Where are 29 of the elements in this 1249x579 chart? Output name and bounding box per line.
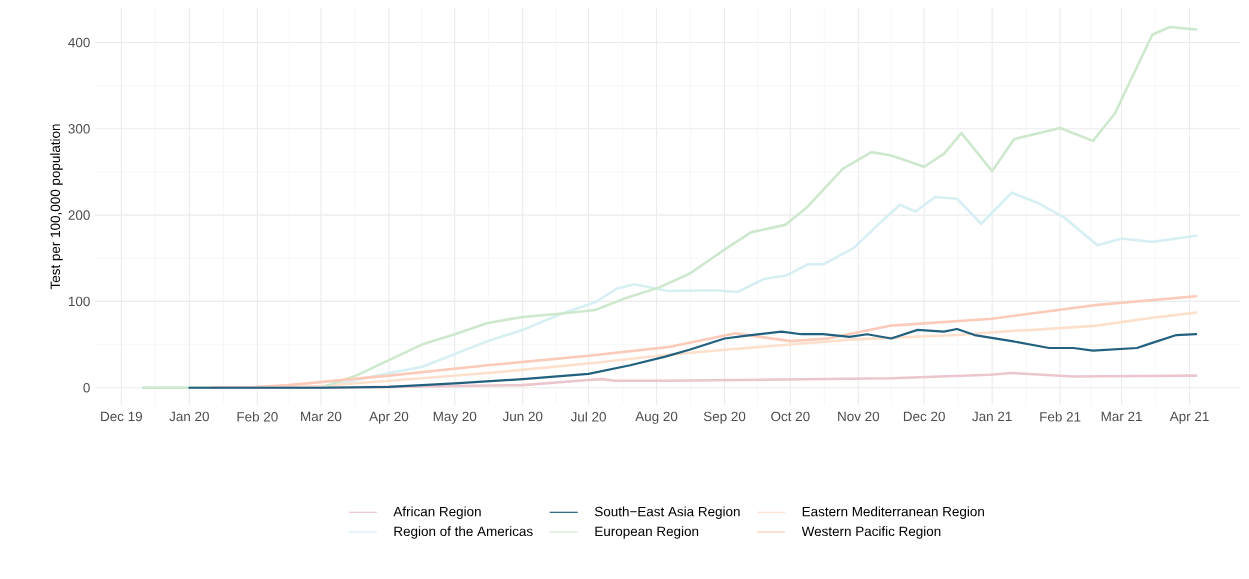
y-tick-label: 0	[83, 382, 90, 393]
y-axis-title: Test per 100,000 population	[50, 124, 63, 290]
legend-label: African Region	[393, 506, 481, 519]
x-tick-label: Mar 20	[301, 411, 342, 422]
x-tick-label: Jun 20	[502, 411, 543, 422]
x-tick-label: Feb 20	[237, 411, 278, 422]
x-tick-label: Apr 20	[369, 411, 409, 424]
y-tick-label: 300	[68, 124, 90, 134]
x-tick-label: Oct 20	[771, 411, 810, 422]
x-tick-label: Aug 20	[635, 411, 678, 424]
legend-label: Region of the Americas	[394, 526, 533, 539]
x-tick-label: May 20	[433, 411, 477, 424]
x-tick-label: Feb 21	[1040, 411, 1081, 422]
x-tick-label: Jan 20	[169, 411, 209, 422]
y-tick-label: 200	[68, 210, 90, 220]
legend-label: South−East Asia Region	[594, 506, 740, 519]
x-tick-label: Apr 21	[1169, 411, 1209, 424]
x-tick-label: Nov 20	[838, 411, 880, 422]
legend-label: Western Pacific Region	[801, 526, 941, 539]
y-tick-label: 400	[68, 37, 90, 48]
x-tick-label: Sep 20	[703, 411, 746, 424]
legend-label: European Region	[595, 526, 699, 539]
legend-label: Eastern Mediterranean Region	[802, 506, 984, 519]
x-tick-label: Dec 20	[903, 411, 945, 422]
x-tick-label: Jan 21	[972, 411, 1012, 422]
x-tick-label: Dec 19	[101, 411, 142, 422]
x-tick-label: Mar 21	[1101, 411, 1142, 422]
x-tick-label: Jul 20	[570, 411, 606, 422]
y-tick-label: 100	[68, 296, 90, 307]
